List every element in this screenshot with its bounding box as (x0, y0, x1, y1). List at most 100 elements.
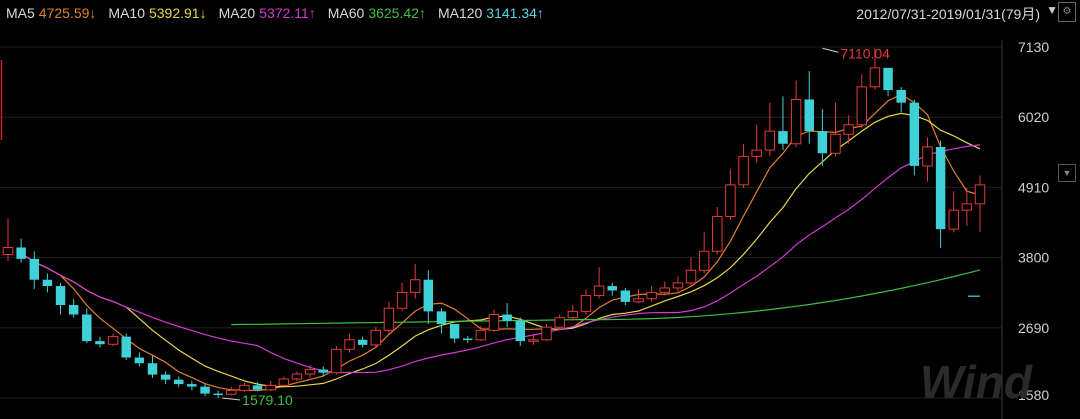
candle-body-up (580, 295, 592, 312)
legend-label: MA60 (327, 5, 365, 21)
candle-body-down (200, 386, 210, 394)
candle-body-down (909, 102, 920, 166)
candle-body-up (331, 348, 342, 374)
ma-legend: MA5 4725.59↓ MA10 5392.91↓ MA20 5372.11↑ MA60 3… (0, 0, 1080, 26)
candle-body-down (187, 384, 197, 387)
candle-body-down (449, 324, 460, 339)
candle-body-up (790, 98, 802, 145)
low-pointer (222, 397, 241, 401)
candle-body-up (685, 269, 697, 284)
candle-body-down (55, 286, 66, 306)
high-pointer (822, 47, 839, 53)
candle-body-up (751, 149, 762, 157)
candle-body-down (160, 374, 171, 380)
settings-icon[interactable]: ⚙ (1058, 2, 1076, 22)
legend-label: MA5 (6, 5, 35, 21)
candle-body-up (738, 155, 749, 186)
legend-value: 5372.11↑ (259, 5, 316, 21)
candle-body-up (764, 130, 776, 151)
legend-ma10: MA10 5392.91↓ (108, 5, 206, 21)
candle-body-down (935, 146, 946, 230)
candle-body-up (2, 246, 14, 255)
y-tick-label: 6020 (1018, 109, 1049, 125)
ma60-line (231, 269, 981, 326)
candle-body-down (607, 286, 617, 291)
legend-ma20: MA20 5372.11↑ (219, 5, 316, 21)
candle-body-up (567, 310, 579, 319)
candle-body-up (304, 369, 316, 375)
candle-body-up (226, 389, 237, 395)
candle-body-up (488, 314, 500, 331)
candle-body-up (554, 317, 565, 328)
candle-body-up (948, 209, 959, 230)
candle-body-down (804, 99, 814, 132)
y-tick-label: 7130 (1018, 39, 1049, 55)
candle-body-down (16, 247, 26, 259)
candle-body-down (42, 279, 53, 287)
legend-ma120: MA120 3141.34↑ (438, 5, 544, 21)
y-tick-label: 3800 (1018, 250, 1049, 266)
candle-body-up (961, 203, 973, 211)
candle-body-down (134, 357, 145, 364)
candle-body-up (370, 329, 382, 346)
candle-body-down (213, 393, 223, 396)
candle-body-up (843, 124, 854, 135)
candle-body-down (423, 279, 434, 312)
legend-ma60: MA60 3625.42↑ (328, 5, 426, 21)
candle-body-up (383, 307, 395, 331)
candle-body-up (856, 86, 868, 126)
candle-body-up (541, 326, 552, 341)
candle-body-up (646, 291, 657, 300)
legend-label: MA120 (437, 5, 483, 21)
candle-body-down (436, 311, 447, 325)
scroll-down-icon[interactable]: ▼ (1058, 164, 1076, 182)
candle-body-up (974, 184, 986, 205)
candle-body-up (107, 336, 119, 345)
candle-body-down (620, 290, 631, 302)
candle-body-down (95, 341, 105, 345)
candle-body-down (147, 363, 158, 375)
y-tick-label: 2690 (1018, 320, 1049, 336)
legend-value: 4725.59↓ (38, 5, 97, 21)
wind-watermark: Wind (920, 356, 1033, 408)
candle-body-up (593, 285, 605, 297)
candle-body-up (291, 373, 303, 380)
candle-body-down (502, 314, 512, 321)
candle-body-down (883, 67, 893, 91)
candle-body-down (82, 314, 92, 342)
candle-body-up (698, 250, 710, 271)
legend-ma5: MA5 4725.59↓ (6, 5, 96, 21)
candle-body-up (830, 133, 841, 154)
candle-body-down (121, 336, 131, 358)
candle-body-down (68, 305, 79, 315)
candle-body-up (633, 298, 644, 303)
high-label: 7110.04 (840, 45, 890, 61)
candle-body-up (396, 291, 408, 309)
candle-body-up (869, 67, 881, 88)
candle-body-up (528, 339, 539, 342)
legend-label: MA10 (108, 5, 145, 21)
candle-body-up (344, 339, 355, 350)
candle-body-down (174, 379, 184, 385)
candle-body-up (712, 215, 723, 252)
candle-body-down (817, 131, 828, 154)
candle-body-down (463, 338, 473, 341)
ma10-line (20, 112, 981, 388)
legend-value: 5392.91↓ (148, 5, 207, 21)
date-range[interactable]: 2012/07/31-2019/01/31(79月) (856, 6, 1040, 22)
candle-body-down (29, 258, 39, 280)
y-tick-label: 1580 (1018, 387, 1049, 403)
candle-body-up (725, 184, 736, 217)
chevron-down-icon[interactable]: ▼ (1046, 3, 1058, 17)
candle-body-up (278, 378, 290, 386)
legend-label: MA20 (218, 5, 256, 21)
legend-value: 3141.34↑ (486, 5, 544, 21)
candle-body-up (659, 287, 670, 293)
ma20-line (20, 144, 981, 374)
low-label: 1579.10 (242, 392, 293, 408)
candle-body-down (896, 90, 906, 103)
candle-body-up (239, 384, 250, 391)
candle-body-up (409, 279, 421, 293)
legend-value: 3625.42↑ (368, 5, 426, 21)
